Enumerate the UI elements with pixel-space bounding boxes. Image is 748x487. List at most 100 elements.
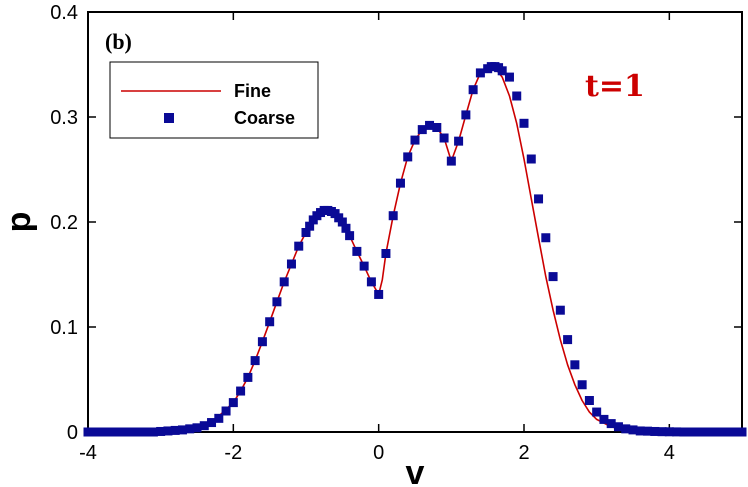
coarse-data-point: [105, 427, 115, 437]
coarse-data-point: [352, 246, 362, 256]
coarse-data-point: [305, 221, 315, 231]
coarse-data-point: [83, 427, 93, 437]
coarse-data-point: [185, 424, 195, 434]
coarse-data-point: [541, 233, 551, 243]
coarse-data-point: [341, 223, 351, 233]
coarse-data-point: [504, 72, 514, 82]
coarse-data-point: [599, 414, 609, 424]
coarse-data-point: [417, 125, 427, 135]
fine-series-line: [88, 65, 742, 433]
coarse-series-layer: [83, 62, 747, 437]
legend-coarse-swatch: [164, 113, 174, 123]
coarse-data-point: [584, 396, 594, 405]
legend-box: [109, 61, 319, 139]
coarse-data-point: [156, 426, 166, 436]
coarse-data-point: [672, 427, 682, 437]
coarse-data-point: [425, 120, 435, 130]
coarse-data-point: [243, 372, 253, 382]
coarse-data-point: [98, 427, 108, 437]
coarse-data-point: [519, 118, 529, 128]
panel-label: (b): [105, 29, 132, 54]
x-tick-label: 2: [518, 442, 529, 464]
coarse-data-point: [446, 156, 456, 166]
coarse-data-point: [170, 425, 180, 435]
coarse-data-point: [497, 66, 507, 76]
y-axis-title: p: [0, 212, 38, 233]
legend: Fine Coarse: [109, 61, 319, 139]
coarse-data-point: [534, 194, 544, 204]
coarse-data-point: [265, 317, 275, 327]
coarse-data-point: [199, 421, 209, 431]
coarse-data-point: [563, 335, 573, 345]
coarse-data-point: [192, 423, 202, 433]
coarse-data-point: [606, 419, 616, 429]
coarse-data-point: [548, 272, 558, 282]
coarse-data-point: [119, 427, 129, 437]
coarse-data-point: [454, 136, 464, 146]
coarse-data-point: [301, 228, 311, 237]
coarse-data-point: [257, 337, 267, 347]
coarse-data-point: [112, 427, 122, 437]
coarse-data-point: [577, 380, 587, 390]
coarse-data-point: [592, 407, 602, 417]
coarse-data-point: [345, 231, 355, 241]
coarse-data-point: [555, 305, 565, 315]
coarse-data-point: [236, 386, 246, 396]
coarse-data-point: [657, 427, 667, 437]
coarse-data-point: [163, 426, 173, 436]
coarse-data-point: [737, 427, 747, 437]
coarse-data-point: [708, 427, 718, 437]
coarse-data-point: [250, 356, 260, 366]
coarse-data-point: [613, 422, 623, 432]
coarse-data-point: [381, 249, 391, 258]
legend-fine-label: Fine: [234, 81, 271, 101]
y-tick-label: 0.2: [50, 212, 78, 234]
coarse-data-point: [686, 427, 696, 437]
coarse-data-point: [148, 427, 158, 437]
coarse-data-point: [207, 418, 217, 428]
coarse-data-point: [272, 297, 282, 307]
coarse-data-point: [715, 427, 725, 437]
coarse-data-point: [664, 427, 674, 437]
coarse-data-point: [526, 154, 536, 164]
coarse-data-point: [468, 85, 478, 95]
coarse-data-point: [570, 360, 580, 370]
coarse-data-point: [730, 427, 740, 437]
x-tick-label: 4: [664, 442, 675, 464]
coarse-data-point: [432, 123, 442, 132]
coarse-data-point: [628, 425, 638, 435]
coarse-data-point: [221, 406, 231, 416]
coarse-data-point: [403, 152, 413, 162]
x-tick-label: 0: [373, 442, 384, 464]
coarse-data-point: [141, 427, 151, 437]
coarse-data-point: [701, 427, 711, 437]
coarse-data-point: [388, 211, 398, 221]
coarse-data-point: [512, 91, 522, 101]
time-annotation: t=1: [585, 69, 645, 104]
y-tick-label: 0.3: [50, 107, 78, 129]
coarse-data-point: [693, 427, 703, 437]
coarse-data-point: [134, 427, 144, 437]
coarse-data-point: [410, 135, 420, 145]
coarse-data-point: [439, 133, 449, 143]
x-tick-label: -2: [224, 442, 242, 464]
coarse-data-point: [643, 426, 653, 436]
coarse-data-point: [214, 413, 224, 423]
coarse-data-point: [475, 68, 485, 78]
coarse-data-point: [90, 427, 100, 437]
coarse-data-point: [461, 110, 471, 120]
coarse-data-point: [366, 277, 376, 287]
coarse-data-point: [621, 424, 631, 434]
coarse-data-point: [177, 425, 187, 435]
coarse-data-point: [228, 398, 238, 408]
coarse-data-point: [635, 426, 645, 436]
coarse-data-point: [722, 427, 732, 437]
coarse-data-point: [395, 178, 405, 188]
coarse-data-point: [279, 277, 289, 287]
coarse-data-point: [374, 289, 384, 299]
coarse-data-point: [650, 426, 660, 436]
y-tick-label: 0.1: [50, 317, 78, 339]
tick-labels: -4 -2 0 2 4 0 0.1 0.2 0.3 0.4: [50, 2, 675, 464]
x-axis-title: v: [406, 454, 425, 487]
coarse-data-point: [679, 427, 689, 437]
